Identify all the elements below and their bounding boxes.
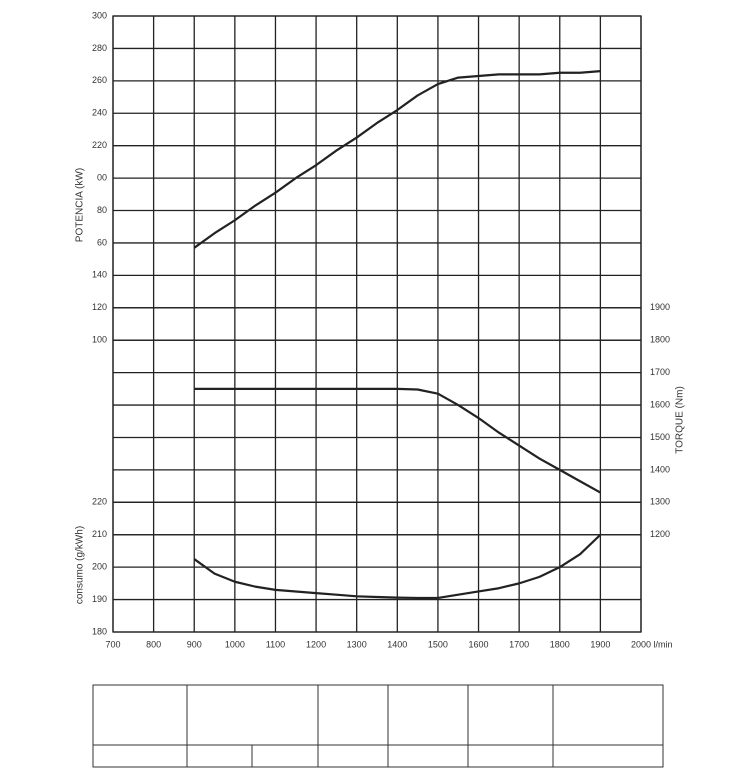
y-tick-label: 260 — [92, 75, 107, 85]
y-tick-label: 220 — [92, 140, 107, 150]
x-tick-label: 1100 — [266, 639, 285, 649]
x-tick-label: 1800 — [550, 639, 570, 649]
y-tick-label: 140 — [92, 270, 107, 280]
x-tick-label: 1700 — [509, 639, 529, 649]
y-tick-label: 80 — [97, 205, 107, 215]
y3-tick-label: 180 — [92, 626, 107, 636]
y2-tick-label: 1700 — [650, 367, 670, 377]
table-frame — [92, 684, 664, 768]
x-tick-label: 1500 — [428, 639, 448, 649]
y-tick-label: 240 — [92, 108, 107, 118]
y2-axis-title: TORQUE (Nm) — [675, 386, 686, 454]
y2-tick-label: 1200 — [650, 529, 670, 539]
y3-axis-title: consumo (g/kWh) — [75, 526, 86, 604]
x-tick-label: 900 — [187, 639, 202, 649]
spec-table — [92, 684, 664, 768]
x-tick-label: 1600 — [469, 639, 489, 649]
x-tick-label: 1900 — [590, 639, 610, 649]
x-tick-label: 700 — [105, 639, 120, 649]
y2-tick-label: 1500 — [650, 432, 670, 442]
x-tick-label: 1300 — [347, 639, 367, 649]
y-tick-label: 280 — [92, 43, 107, 53]
plot-frame — [112, 15, 642, 633]
y3-tick-label: 210 — [92, 529, 107, 539]
y-tick-label: 120 — [92, 302, 107, 312]
y-tick-label: 100 — [92, 335, 107, 345]
y-tick-label: 00 — [97, 172, 107, 182]
y3-tick-label: 190 — [92, 594, 107, 604]
x-tick-label: 800 — [146, 639, 161, 649]
y-axis-title: POTENCIA (kW) — [75, 168, 86, 242]
series-line — [193, 70, 601, 249]
y2-tick-label: 1400 — [650, 464, 670, 474]
x-tick-label: 2000 l/min — [631, 639, 673, 649]
y3-tick-label: 200 — [92, 562, 107, 572]
y2-tick-label: 1900 — [650, 302, 670, 312]
x-tick-label: 1000 — [225, 639, 245, 649]
x-tick-label: 1200 — [306, 639, 326, 649]
series-line — [194, 387, 601, 494]
series-line — [193, 533, 602, 600]
y2-tick-label: 1800 — [650, 335, 670, 345]
y-tick-label: 60 — [97, 237, 107, 247]
y2-tick-label: 1600 — [650, 399, 670, 409]
y-tick-label: 300 — [92, 10, 107, 20]
x-tick-label: 1400 — [387, 639, 407, 649]
y3-tick-label: 220 — [92, 497, 107, 507]
y2-tick-label: 1300 — [650, 497, 670, 507]
